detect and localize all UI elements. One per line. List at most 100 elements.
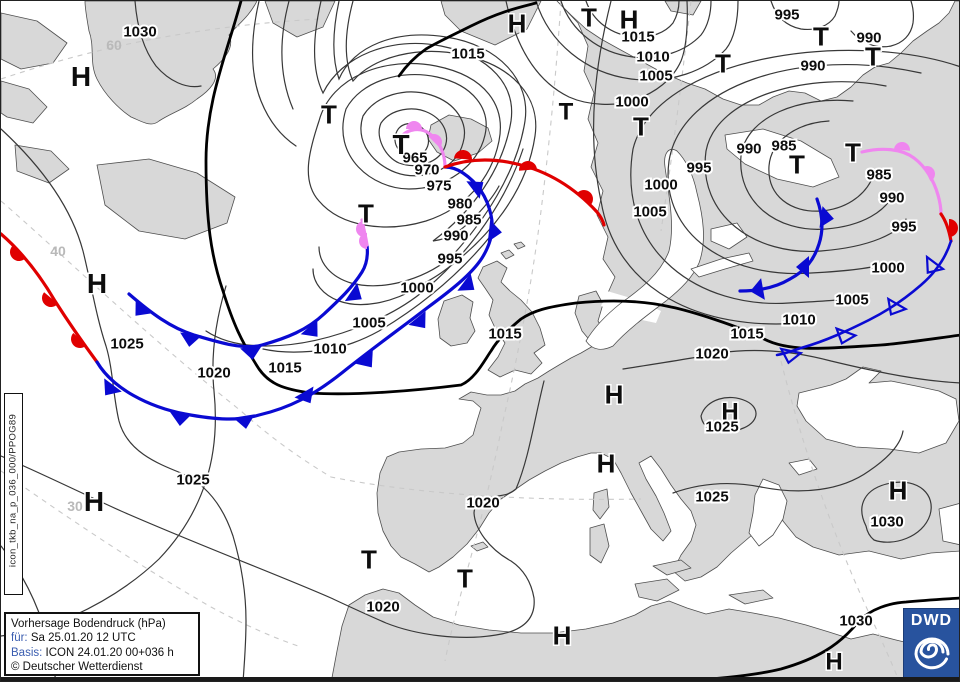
pressure-center-label: H	[84, 486, 104, 517]
pressure-label: 1010	[313, 340, 346, 357]
weather-fronts	[1, 121, 958, 429]
legend-copyright: © Deutscher Wetterdienst	[11, 661, 143, 674]
pressure-center-label: T	[581, 2, 597, 32]
pressure-center-label: T	[813, 21, 829, 51]
pressure-label: 1010	[636, 48, 669, 65]
pressure-label: 1005	[835, 291, 868, 308]
graticule-line	[444, 1, 562, 662]
land-ireland	[437, 294, 476, 347]
warm-front-semicircle	[949, 219, 958, 237]
graticule-line	[1, 470, 302, 648]
occlusion-semicircle	[894, 142, 910, 151]
pressure-label: 1005	[639, 67, 672, 84]
pressure-label: 1015	[730, 325, 763, 342]
legend-basis-value: ICON 24.01.20 00+036 h	[45, 646, 174, 659]
cold-front-triangle	[457, 273, 475, 291]
graticule-line	[1, 18, 322, 80]
sea-aegean	[748, 478, 788, 547]
land-crete	[728, 589, 774, 605]
cold-front-aloft-east	[775, 239, 953, 357]
pressure-center-label: T	[715, 48, 731, 78]
pressure-label: 965	[402, 149, 427, 166]
pressure-label: 1000	[644, 176, 677, 193]
cold-front-triangle	[487, 220, 502, 242]
map-frame	[1, 677, 959, 681]
pressure-center-label: H	[825, 649, 842, 676]
pressure-center-label: H	[71, 61, 91, 92]
sea-marmara	[788, 458, 818, 476]
cold-front-triangle	[344, 282, 362, 302]
land-greenland-ne	[264, 1, 336, 38]
land-sicily	[634, 578, 680, 602]
cold-front-triangle	[750, 278, 765, 300]
pressure-center-label: T	[358, 198, 374, 228]
land-greenland	[84, 1, 258, 125]
occlusion-semicircle	[406, 121, 422, 129]
pressure-label: 990	[856, 29, 881, 46]
pressure-center-label: H	[889, 475, 908, 505]
pressure-label: 995	[891, 218, 916, 235]
land-baffin	[96, 158, 236, 240]
latitude-label: 30	[67, 498, 83, 514]
pressure-label: 985	[866, 166, 891, 183]
sea-white-sea	[724, 128, 840, 188]
pressure-label: 1030	[870, 513, 903, 530]
warm-front-semicircle	[71, 332, 87, 348]
legend-basis-line: Basis: ICON 24.01.20 00+036 h	[11, 646, 193, 660]
warm-front-semicircle	[454, 150, 472, 160]
cold-front-triangle	[104, 378, 122, 396]
land-balearics	[470, 541, 489, 552]
cold-front-aloft-triangle	[779, 347, 804, 365]
land-corsica	[592, 488, 610, 520]
cold-front-upper-west	[127, 243, 369, 349]
occlusion-semicircle	[356, 221, 365, 237]
land-canada-3	[14, 144, 70, 184]
pressure-label: 1015	[621, 28, 654, 45]
cold-front-triangle	[355, 350, 373, 368]
pressure-center-label: H	[620, 4, 639, 34]
occlusion-semicircle	[359, 233, 367, 249]
cold-front-triangle	[300, 319, 318, 337]
pressure-label: 1020	[197, 364, 230, 381]
warm-front-semicircle	[576, 190, 593, 205]
land-cyprus	[652, 559, 692, 576]
pressure-center-label: H	[87, 268, 107, 299]
cold-front-aloft-triangle	[886, 296, 909, 316]
pressure-label: 1005	[352, 314, 385, 331]
pressure-center-label: H	[553, 620, 572, 650]
pressure-label: 995	[774, 6, 799, 23]
dwd-logo-text: DWD	[910, 612, 953, 629]
occlusion-semicircle	[428, 134, 442, 148]
pressure-label: 990	[879, 189, 904, 206]
sea-gulf-finland	[690, 252, 754, 278]
cold-front-triangle	[294, 386, 314, 404]
pressure-label: 990	[443, 227, 468, 244]
land-uk	[477, 260, 546, 378]
land-shetland	[513, 241, 526, 250]
land-canada-1	[1, 12, 68, 70]
legend-for-value: Sa 25.01.20 12 UTC	[30, 632, 136, 645]
pressure-label: 995	[437, 250, 462, 267]
legend-title: Vorhersage Bodendruck (hPa)	[11, 618, 166, 630]
latitude-label: 60	[106, 37, 122, 53]
warm-front-semicircle	[42, 292, 58, 307]
chart-id-text: icon_tkb_na_p_036_000/PPOG89	[7, 413, 19, 568]
graticule	[1, 1, 900, 681]
land-island-n	[664, 1, 702, 16]
warm-front-east	[939, 212, 953, 243]
pressure-label: 1010	[782, 311, 815, 328]
pressure-label: 1005	[633, 203, 666, 220]
cold-front-aloft-triangle	[925, 254, 946, 274]
pressure-label: 1020	[695, 345, 728, 362]
pressure-center-label: T	[321, 99, 337, 129]
pressure-center-label: T	[559, 99, 574, 126]
pressure-label: 1000	[871, 259, 904, 276]
pressure-center-label: T	[457, 563, 473, 593]
warm-front-semicircle	[519, 161, 537, 171]
pressure-label: 985	[771, 137, 796, 154]
latitude-labels: 60 40 30	[50, 37, 122, 514]
cold-front-triangle	[135, 298, 153, 316]
pressure-label: 995	[686, 159, 711, 176]
pressure-label: 1000	[400, 279, 433, 296]
